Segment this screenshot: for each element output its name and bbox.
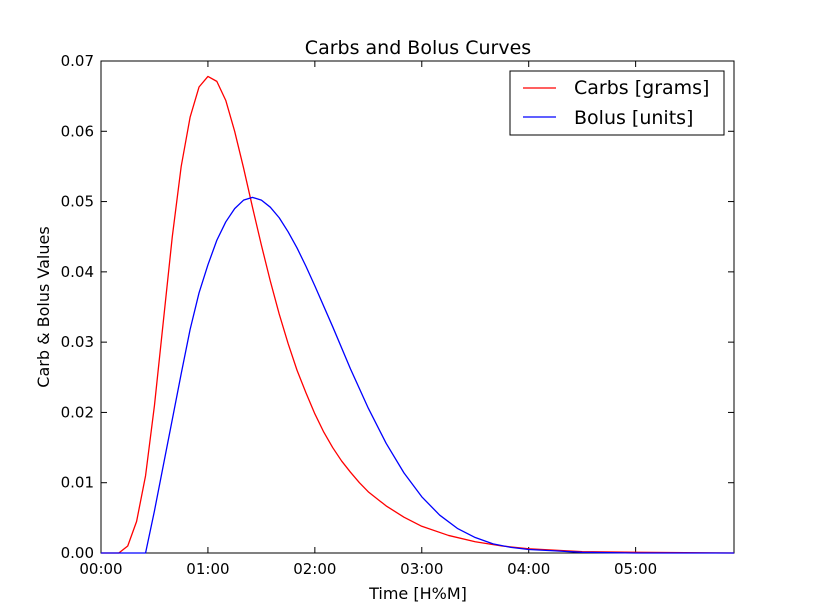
x-tick-label: 00:00 — [79, 560, 122, 578]
x-tick-label: 04:00 — [507, 560, 550, 578]
x-axis-label: Time [H%M] — [368, 584, 467, 603]
y-axis-label: Carb & Bolus Values — [34, 226, 53, 387]
x-tick-label: 05:00 — [614, 560, 657, 578]
carbs-curve — [101, 75, 735, 554]
y-tick-label: 0.02 — [61, 403, 94, 421]
chart-title: Carbs and Bolus Curves — [305, 37, 531, 59]
legend-label-carbs: Carbs [grams] — [574, 77, 709, 99]
y-tick-label: 0.03 — [61, 333, 94, 351]
bolus-curve — [101, 196, 734, 554]
legend: Carbs [grams] Bolus [units] — [509, 70, 725, 136]
y-tick-label: 0.04 — [61, 263, 94, 281]
legend-label-bolus: Bolus [units] — [574, 107, 693, 129]
y-tick-label: 0.00 — [61, 544, 94, 562]
x-tick-label: 03:00 — [400, 560, 443, 578]
y-tick-label: 0.05 — [61, 193, 94, 211]
legend-box — [509, 70, 725, 136]
x-tick-label: 02:00 — [293, 560, 336, 578]
x-tick-label: 01:00 — [186, 560, 229, 578]
plot-area — [100, 60, 735, 554]
x-axis-ticks: 00:00 01:00 02:00 03:00 04:00 05:00 — [79, 61, 657, 578]
series-layer — [101, 75, 735, 554]
y-tick-label: 0.07 — [61, 52, 94, 70]
y-axis-ticks: 0.00 0.01 0.02 0.03 0.04 0.05 0.06 0.07 — [61, 52, 734, 562]
y-tick-label: 0.01 — [61, 474, 94, 492]
y-tick-label: 0.06 — [61, 122, 94, 140]
